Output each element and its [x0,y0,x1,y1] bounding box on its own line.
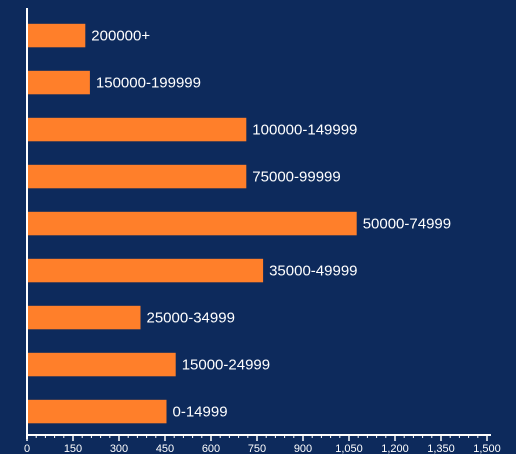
bar [27,352,176,377]
bar [27,70,90,95]
bar-label: 200000+ [91,28,150,45]
x-tick-label: 1,200 [381,443,409,454]
bar-label: 25000-34999 [147,310,235,327]
x-tick-label: 1,500 [473,443,501,454]
x-tick-label: 300 [110,443,128,454]
bar-labels-group: 200000+ 150000-199999 100000-149999 75000-9… [91,28,451,421]
bar-label: 15000-24999 [182,357,270,374]
bar [27,117,247,142]
x-tick-label: 750 [248,443,266,454]
bar [27,211,357,236]
x-tick-label: 150 [64,443,82,454]
x-tick-label: 1,050 [335,443,363,454]
bar [27,399,167,424]
bar [27,23,86,48]
bar-label: 50000-74999 [363,216,451,233]
bar-label: 100000-149999 [252,122,357,139]
x-tick-label: 450 [156,443,174,454]
bar-label: 35000-49999 [269,263,357,280]
bar [27,305,141,330]
bars-group [27,23,357,424]
bar-label: 150000-199999 [96,75,201,92]
x-tick-label: 0 [24,443,30,454]
bar [27,164,247,189]
bar-label: 75000-99999 [252,169,340,186]
x-tick-label: 900 [294,443,312,454]
bar [27,258,264,283]
bar-label: 0-14999 [173,404,228,421]
x-tick-label: 1,350 [427,443,455,454]
x-axis: 0 150 300 450 600 750 900 1,050 1,200 1,350 1,500 [24,8,501,454]
x-tick-label: 600 [202,443,220,454]
